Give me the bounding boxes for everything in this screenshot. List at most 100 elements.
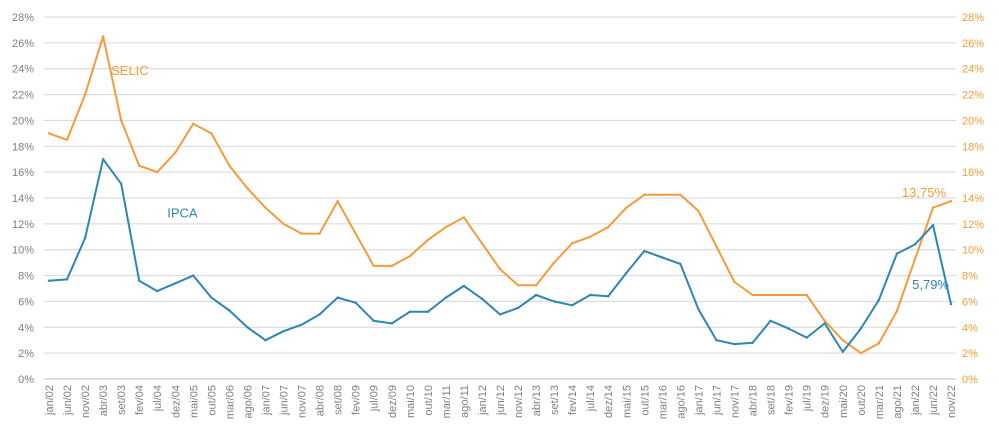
x-tick-label: dez/09 (387, 385, 399, 418)
data-point-ipca (823, 322, 826, 325)
x-tick-label: fev/04 (134, 385, 146, 415)
x-tick-label: jun/17 (711, 385, 723, 416)
y-tick-label-right: 20% (962, 115, 984, 127)
y-tick-label-left: 0% (18, 374, 34, 386)
data-point-ipca (408, 310, 411, 313)
x-tick-label: mai/05 (188, 385, 200, 418)
data-point-ipca (300, 323, 303, 326)
data-point-ipca (661, 256, 664, 259)
data-point-ipca (372, 319, 375, 323)
data-point-ipca (805, 336, 808, 339)
x-tick-label: mar/11 (441, 385, 453, 418)
y-tick-label-right: 4% (962, 322, 978, 334)
data-point-selic (192, 122, 195, 125)
x-tick-label: ago/06 (242, 385, 254, 419)
data-point-ipca (570, 304, 574, 307)
y-tick-label-right: 6% (962, 296, 978, 308)
x-tick-label: jul/04 (152, 385, 164, 412)
series-line-ipca (48, 158, 952, 353)
data-point-selic (661, 193, 664, 196)
x-tick-label: mar/16 (657, 385, 669, 419)
x-tick-label: jul/19 (802, 385, 814, 412)
data-point-selic (264, 206, 267, 209)
x-tick-label: ago/16 (675, 385, 687, 419)
data-point-selic (823, 319, 826, 323)
data-point-ipca (264, 339, 267, 342)
data-point-ipca (174, 282, 177, 285)
data-point-ipca (715, 339, 718, 342)
data-point-selic (913, 258, 917, 261)
y-tick-label-left: 18% (12, 141, 34, 153)
data-point-ipca (426, 310, 430, 313)
data-point-selic (931, 206, 935, 209)
y-tick-label-left: 26% (12, 38, 34, 50)
data-point-ipca (931, 223, 935, 227)
x-tick-label: mai/10 (405, 385, 417, 418)
series-line-selic (48, 35, 952, 355)
x-tick-label: ago/21 (892, 385, 904, 419)
x-tick-label: out/20 (856, 385, 868, 416)
data-point-selic (841, 339, 844, 342)
data-point-selic (516, 284, 520, 287)
x-tick-label: abr/08 (315, 385, 327, 416)
data-point-selic (787, 293, 790, 297)
data-point-ipca (877, 298, 881, 302)
data-point-ipca (895, 252, 899, 255)
data-point-ipca (643, 249, 646, 253)
data-point-ipca (498, 313, 502, 316)
data-point-ipca (246, 326, 249, 329)
data-point-selic (534, 284, 538, 287)
data-point-ipca (354, 301, 357, 304)
data-point-ipca (444, 296, 448, 299)
data-point-selic (246, 187, 249, 190)
data-point-selic (408, 254, 411, 258)
x-axis: jan/02 jun/02 nov/02 abr/03 set/03 fev/04 jul/… (44, 378, 958, 419)
x-tick-label: jul/09 (369, 385, 381, 412)
y-tick-label-left: 14% (12, 193, 34, 205)
x-tick-label: set/13 (549, 385, 561, 415)
x-tick-label: jan/22 (910, 385, 922, 416)
data-point-ipca (282, 329, 285, 333)
data-point-selic (480, 242, 484, 245)
y-tick-label-right: 24% (962, 64, 984, 76)
x-tick-label: set/03 (116, 385, 128, 415)
x-tick-label: nov/02 (80, 385, 92, 418)
y-tick-label-left: 24% (12, 64, 34, 76)
data-point-ipca (589, 293, 592, 297)
x-tick-label: out/10 (423, 385, 435, 416)
data-point-ipca (625, 271, 628, 275)
data-point-selic (228, 164, 231, 167)
data-point-selic (336, 200, 339, 203)
y-tick-label-left: 28% (12, 12, 34, 24)
data-point-selic (715, 245, 718, 248)
data-point-ipca (318, 313, 321, 316)
data-point-ipca (787, 327, 790, 330)
data-point-selic (156, 170, 159, 174)
data-point-selic (83, 93, 87, 96)
data-point-selic (877, 342, 881, 345)
x-tick-label: nov/07 (297, 385, 309, 418)
data-point-selic (552, 261, 556, 264)
data-point-selic (119, 119, 123, 122)
data-point-ipca (534, 293, 538, 297)
annotations: SELIC IPCA 13,75% 5,79% (111, 63, 949, 292)
data-point-selic (318, 232, 321, 235)
gridlines (44, 16, 956, 380)
selic-series-label: SELIC (111, 63, 149, 78)
y-tick-label-right: 26% (962, 38, 984, 50)
data-point-selic (174, 151, 177, 154)
data-point-selic (390, 264, 393, 268)
y-tick-label-right: 10% (962, 245, 984, 257)
data-point-selic (426, 238, 430, 242)
data-point-ipca (769, 319, 772, 323)
data-point-selic (300, 232, 303, 235)
x-tick-label: dez/04 (170, 385, 182, 418)
data-point-selic (607, 225, 610, 229)
data-point-ipca (733, 342, 736, 346)
data-point-ipca (552, 300, 556, 303)
ipca-last-value-label: 5,79% (912, 277, 949, 292)
data-point-ipca (65, 278, 69, 281)
x-tick-label: mar/21 (874, 385, 886, 419)
data-point-ipca (913, 243, 917, 246)
